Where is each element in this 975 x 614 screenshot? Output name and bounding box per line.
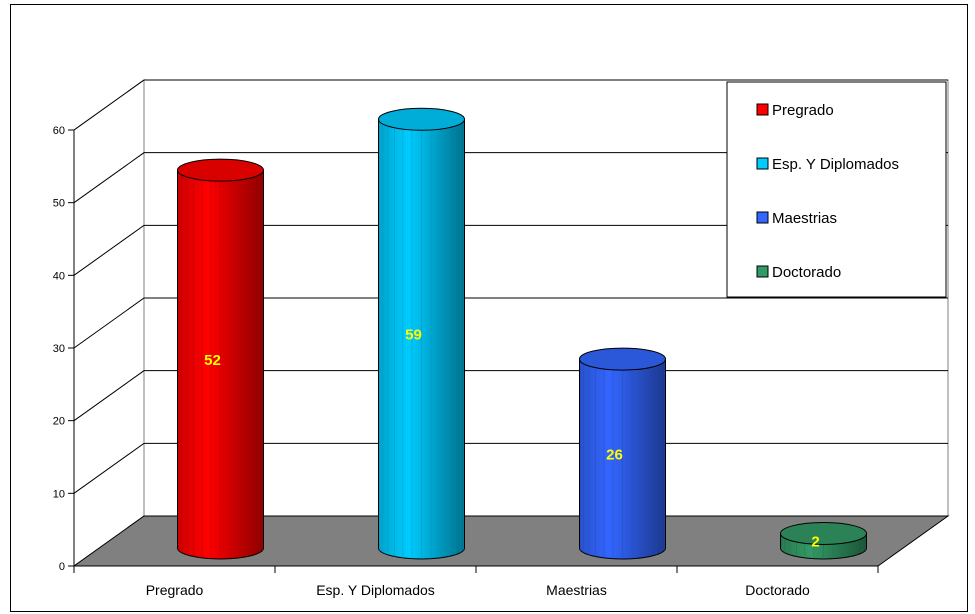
data-label: 52 xyxy=(204,352,221,369)
y-tick-label: 30 xyxy=(53,343,65,355)
x-axis: Pregrado Esp. Y Diplomados Maestrias Doctor… xyxy=(73,565,879,598)
y-tick-label: 20 xyxy=(53,416,65,428)
legend-swatch xyxy=(756,157,769,170)
y-tick-label: 10 xyxy=(53,488,65,500)
x-tick-label: Esp. Y Diplomados xyxy=(316,582,435,598)
legend-entry: Esp. Y Diplomados xyxy=(772,156,899,173)
bar-top-1 xyxy=(378,107,465,131)
x-tick-label: Maestrias xyxy=(546,582,607,598)
gridline xyxy=(73,79,948,131)
data-label: 59 xyxy=(405,327,422,344)
legend-entry: Maestrias xyxy=(772,210,837,227)
y-tick-label: 50 xyxy=(53,198,65,210)
legend-box xyxy=(726,81,947,298)
y-axis: 0 10 20 30 40 50 60 xyxy=(53,125,75,573)
bar-top-0 xyxy=(177,158,264,182)
gridline xyxy=(73,224,948,276)
gridline xyxy=(73,297,948,349)
bars xyxy=(177,107,867,560)
legend-swatch xyxy=(756,103,769,116)
y-tick-label: 40 xyxy=(53,270,65,282)
gridline xyxy=(73,442,948,494)
y-tick-label: 60 xyxy=(53,125,65,137)
data-labels: 52 59 26 2 xyxy=(204,327,820,551)
legend: Pregrado Esp. Y Diplomados Maestrias Doctor… xyxy=(726,81,947,298)
gridline xyxy=(73,370,948,422)
y-tick-label: 0 xyxy=(59,561,65,573)
x-tick-label: Pregrado xyxy=(146,582,204,598)
x-tick-label: Doctorado xyxy=(745,582,810,598)
data-label: 2 xyxy=(811,534,819,551)
bar-top-3 xyxy=(780,521,867,545)
data-label: 26 xyxy=(606,447,623,464)
legend-swatch xyxy=(756,265,769,278)
legend-swatch xyxy=(756,211,769,224)
legend-entry: Pregrado xyxy=(772,102,834,119)
gridlines xyxy=(73,79,948,494)
legend-entry: Doctorado xyxy=(772,264,841,281)
bar-top-2 xyxy=(579,347,666,371)
gridline xyxy=(73,152,948,204)
